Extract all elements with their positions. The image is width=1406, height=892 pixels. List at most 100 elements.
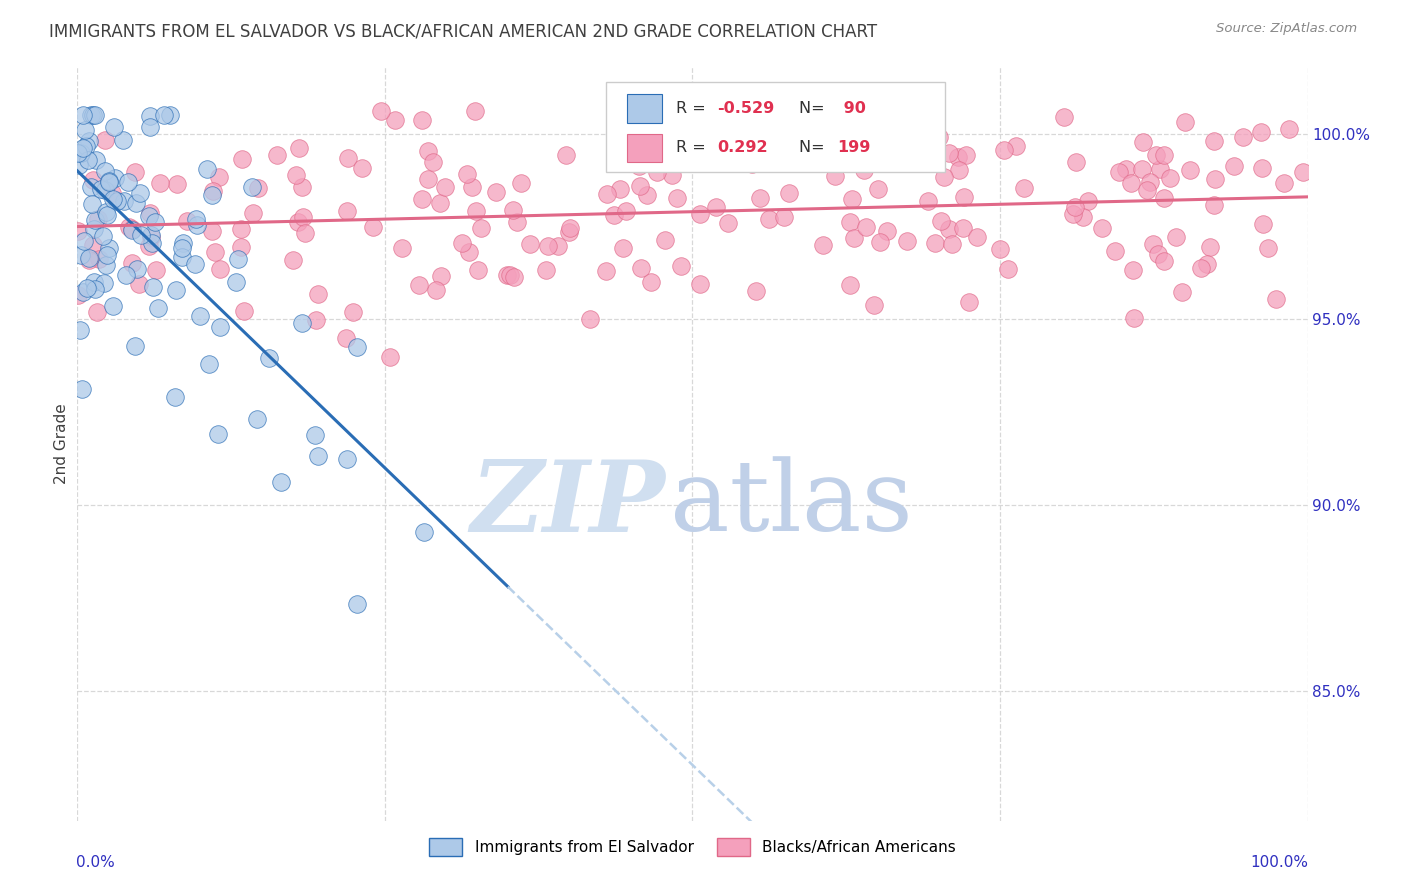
Point	[87, 211, 110, 226]
Point	[1204, 172, 1226, 186]
Point	[1139, 175, 1161, 189]
Point	[208, 169, 231, 184]
Text: atlas: atlas	[671, 456, 912, 552]
Point	[96, 205, 118, 219]
Point	[464, 104, 486, 119]
Point	[82, 108, 104, 122]
Point	[124, 339, 146, 353]
Point	[1115, 162, 1137, 177]
Point	[141, 235, 163, 250]
Point	[70, 383, 93, 397]
Point	[758, 212, 780, 227]
Point	[1146, 148, 1168, 162]
Point	[465, 204, 488, 219]
Point	[1122, 263, 1144, 277]
Point	[72, 141, 94, 155]
Point	[558, 225, 581, 239]
Point	[79, 252, 101, 267]
Point	[645, 165, 668, 179]
Point	[96, 248, 118, 262]
Point	[612, 241, 634, 255]
Point	[111, 133, 134, 147]
Point	[596, 187, 619, 202]
Point	[430, 269, 453, 284]
Point	[72, 234, 94, 248]
Point	[689, 207, 711, 221]
Point	[560, 221, 582, 235]
Point	[201, 224, 224, 238]
Point	[1108, 165, 1130, 179]
FancyBboxPatch shape	[627, 134, 662, 162]
Point	[1153, 254, 1175, 268]
Text: Source: ZipAtlas.com: Source: ZipAtlas.com	[1216, 22, 1357, 36]
Point	[66, 145, 89, 160]
Point	[946, 150, 969, 164]
Point	[456, 167, 478, 181]
Point	[862, 297, 884, 311]
Point	[741, 157, 763, 171]
Text: 0.292: 0.292	[717, 140, 768, 155]
Point	[208, 262, 231, 277]
Point	[91, 229, 114, 244]
Point	[1250, 125, 1272, 139]
Text: N=: N=	[800, 101, 830, 116]
Point	[139, 227, 162, 242]
Point	[172, 235, 194, 250]
Point	[391, 241, 413, 255]
Point	[138, 209, 160, 223]
Point	[503, 270, 526, 285]
Point	[67, 158, 90, 172]
Point	[72, 285, 94, 299]
Point	[658, 104, 681, 119]
Point	[1251, 161, 1274, 176]
Point	[929, 214, 952, 228]
Point	[485, 186, 508, 200]
Point	[811, 237, 834, 252]
Point	[139, 120, 162, 134]
Point	[346, 340, 368, 354]
Point	[176, 213, 198, 227]
Point	[1232, 130, 1254, 145]
Point	[457, 245, 479, 260]
Point	[384, 112, 406, 127]
Point	[117, 174, 139, 188]
Point	[595, 264, 617, 278]
Point	[209, 319, 232, 334]
Point	[149, 176, 172, 190]
Point	[451, 236, 474, 251]
Point	[896, 234, 918, 248]
Point	[797, 104, 820, 119]
Point	[1202, 198, 1225, 212]
Point	[502, 203, 524, 218]
Point	[1062, 207, 1084, 221]
Point	[470, 220, 492, 235]
Point	[917, 194, 939, 208]
Point	[1189, 260, 1212, 275]
Point	[418, 144, 440, 158]
Point	[1053, 110, 1076, 124]
Point	[422, 154, 444, 169]
Point	[853, 162, 876, 177]
Point	[948, 163, 970, 178]
Point	[1178, 163, 1201, 178]
Point	[86, 304, 108, 318]
Point	[988, 243, 1011, 257]
Point	[922, 115, 945, 129]
Point	[1091, 220, 1114, 235]
Point	[281, 253, 304, 268]
Point	[142, 280, 165, 294]
Point	[953, 190, 976, 204]
Point	[678, 104, 700, 119]
Point	[76, 153, 98, 167]
Point	[226, 252, 249, 266]
Point	[184, 256, 207, 270]
Point	[259, 351, 281, 366]
Point	[86, 153, 108, 168]
Point	[112, 194, 135, 209]
Point	[139, 229, 162, 244]
Point	[429, 195, 451, 210]
Point	[1204, 134, 1226, 148]
Point	[717, 216, 740, 230]
Point	[67, 224, 90, 238]
Point	[1164, 230, 1187, 244]
